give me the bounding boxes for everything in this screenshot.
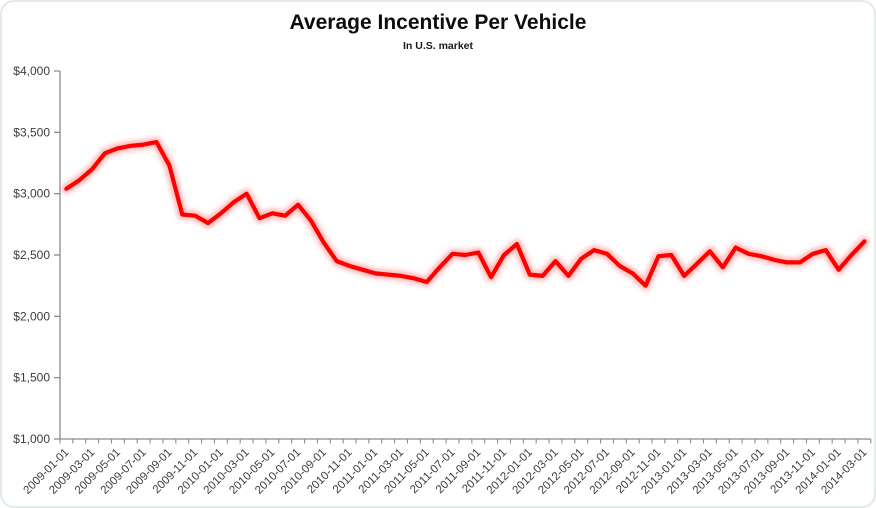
y-tick-label: $2,500 [13, 248, 50, 262]
series-line [64, 140, 867, 288]
y-tick-label: $1,000 [13, 432, 50, 446]
y-tick-label: $3,500 [13, 125, 50, 139]
chart-subtitle: In U.S. market [402, 40, 474, 52]
y-tick-label: $2,000 [13, 309, 50, 323]
y-tick-label: $1,500 [13, 371, 50, 385]
chart-title: Average Incentive Per Vehicle [289, 11, 587, 34]
y-tick-label: $4,000 [13, 64, 50, 78]
y-tick-label: $3,000 [13, 187, 50, 201]
